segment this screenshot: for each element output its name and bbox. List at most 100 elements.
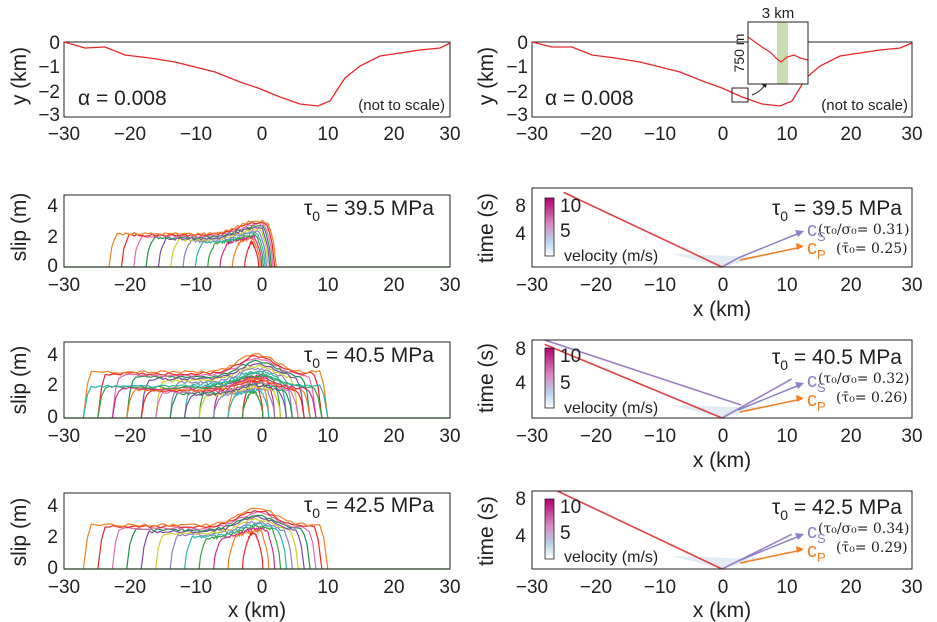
zoom-box	[731, 87, 749, 103]
y-tick-label: −1	[38, 57, 60, 78]
colorbar-tick: 5	[560, 523, 571, 544]
cp-arrow-head	[796, 243, 804, 250]
cs-subscript: S	[817, 380, 826, 395]
colorbar-label: velocity (m/s)	[564, 549, 658, 566]
y-tick-label: 0	[47, 256, 58, 277]
panel-slip-39-5: slip (m) 0 2 4 −30 −20 −10 0 10 20 30 τ0…	[8, 193, 461, 296]
x-tick-label: 0	[718, 426, 729, 447]
slip-contour-line	[82, 507, 329, 570]
y-tick-label: 4	[47, 196, 58, 217]
x-tick-label: 0	[257, 275, 268, 296]
colorbar-tick: 5	[560, 221, 571, 242]
rupture-front-line	[556, 490, 723, 570]
y-ticks: 4 8	[515, 489, 526, 547]
tau-symbol: τ	[772, 346, 781, 369]
colorbar	[544, 197, 555, 257]
slip-contour-line	[227, 527, 270, 570]
y-tick-label: 4	[47, 496, 58, 517]
rupture-fronts	[556, 490, 793, 570]
x-tick-label: 20	[383, 577, 404, 598]
x-tick-label: −10	[644, 124, 676, 145]
x-tick-label: 20	[840, 426, 861, 447]
colorbar-tick: 10	[560, 346, 581, 367]
stress-ratio: (τ₀/σ₀= 0.34)	[818, 521, 910, 537]
x-tick-label: −30	[48, 426, 80, 447]
x-tick-label: −10	[644, 275, 676, 296]
x-tick-label: −30	[48, 124, 80, 145]
cs-arrow	[737, 231, 803, 259]
x-tick-label: 10	[776, 577, 797, 598]
y-tick-label: 2	[47, 227, 58, 248]
y-ticks: 0 2 4	[47, 496, 58, 579]
x-ticks: −30 −20 −10 0 10 20 30	[48, 275, 461, 296]
cp-subscript: P	[817, 550, 826, 565]
x-tick-label: 10	[317, 577, 338, 598]
x-tick-label: 20	[383, 275, 404, 296]
axes-box	[531, 490, 913, 570]
cp-subscript: P	[817, 399, 826, 414]
y-axis-label: slip (m)	[8, 346, 31, 415]
tau-bar: (τ̄₀= 0.26)	[836, 390, 908, 406]
x-tick-label: 30	[901, 275, 922, 296]
colorbar-tick: 10	[560, 497, 581, 518]
tau-annotation: τ0 = 40.5 MPa	[304, 344, 434, 371]
x-tick-label: −10	[180, 426, 212, 447]
y-tick-label: 0	[47, 407, 58, 428]
cs-label: cS	[807, 219, 826, 244]
axes-box	[63, 194, 451, 268]
x-tick-label: 30	[439, 426, 460, 447]
slip-contour-line	[241, 389, 264, 419]
x-tick-label: −20	[114, 426, 146, 447]
colorbar-label: velocity (m/s)	[564, 248, 658, 265]
x-axis-label: x (km)	[693, 298, 751, 321]
y-tick-label: 4	[515, 224, 526, 245]
y-tick-label: −3	[38, 105, 60, 126]
x-tick-label: −30	[48, 577, 80, 598]
stress-ratio: (τ₀/σ₀= 0.32)	[818, 371, 910, 387]
slip-contour-line	[241, 531, 264, 570]
x-tick-label: 20	[840, 124, 861, 145]
slip-contour-line	[97, 510, 323, 570]
cp-arrow-head	[796, 546, 804, 553]
alpha-annotation: α = 0.008	[545, 87, 634, 110]
colorbar	[544, 498, 555, 560]
x-tick-label: 30	[439, 124, 460, 145]
x-tick-label: −30	[516, 426, 548, 447]
colorbar-tick: 10	[560, 196, 581, 217]
cs-subscript: S	[817, 531, 826, 546]
topography-line	[531, 41, 913, 107]
x-tick-label: 10	[776, 124, 797, 145]
y-tick-label: 4	[47, 345, 58, 366]
cp-label: cP	[807, 389, 826, 414]
rupture-front-line	[563, 191, 723, 268]
x-axis-label: x (km)	[693, 599, 751, 622]
x-tick-label: −10	[644, 577, 676, 598]
cp-arrow	[739, 549, 803, 564]
y-axis-label: slip (m)	[8, 498, 31, 567]
slip-contour-line	[213, 526, 276, 570]
cp-symbol: c	[807, 540, 817, 562]
x-tick-label: 30	[901, 124, 922, 145]
x-tick-label: −10	[644, 426, 676, 447]
tau-bar: (τ̄₀= 0.29)	[836, 540, 908, 556]
y-tick-label: 4	[515, 526, 526, 547]
tau-annotation: τ0 = 39.5 MPa	[772, 197, 902, 224]
axes-box	[531, 41, 913, 118]
cp-arrow	[739, 246, 803, 261]
x-ticks: −30 −20 −10 0 10 20 30	[516, 426, 923, 447]
x-tick-label: 20	[840, 275, 861, 296]
tau-value: = 39.5 MPa	[788, 197, 902, 220]
tau-annotation: τ0 = 42.5 MPa	[772, 496, 902, 523]
cp-arrow	[739, 398, 803, 413]
y-ticks: 4 8	[515, 196, 526, 245]
x-tick-label: −20	[580, 577, 612, 598]
cp-label: cP	[807, 540, 826, 565]
cp-arrow-head	[796, 395, 804, 402]
x-ticks: −30 −20 −10 0 10 20 30	[516, 124, 923, 145]
tau-subscript: 0	[780, 208, 788, 224]
tau-symbol: τ	[304, 494, 313, 517]
x-ticks: −30 −20 −10 0 10 20 30	[516, 577, 923, 598]
x-tick-label: 30	[439, 275, 460, 296]
x-tick-label: 0	[257, 577, 268, 598]
